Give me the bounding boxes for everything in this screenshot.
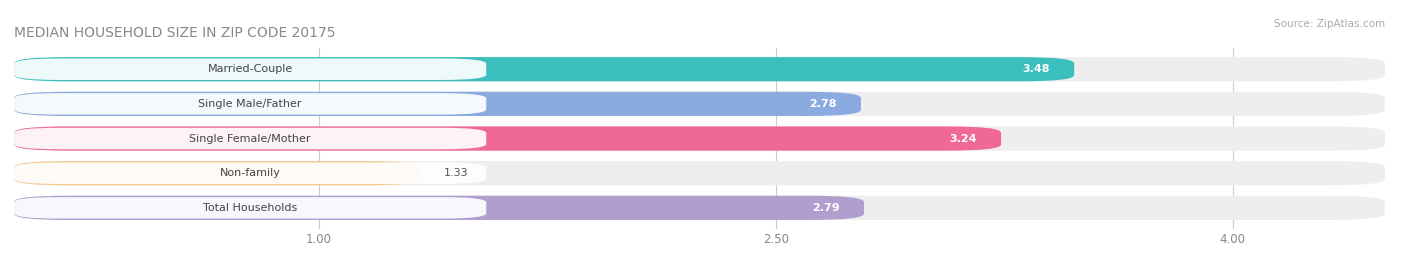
Text: Single Female/Mother: Single Female/Mother bbox=[190, 133, 311, 144]
FancyBboxPatch shape bbox=[14, 128, 486, 149]
Text: 1.33: 1.33 bbox=[444, 168, 468, 178]
Text: 3.24: 3.24 bbox=[949, 133, 977, 144]
FancyBboxPatch shape bbox=[14, 196, 1385, 220]
Text: Source: ZipAtlas.com: Source: ZipAtlas.com bbox=[1274, 19, 1385, 29]
FancyBboxPatch shape bbox=[14, 92, 860, 116]
FancyBboxPatch shape bbox=[14, 196, 863, 220]
FancyBboxPatch shape bbox=[14, 57, 1385, 81]
Text: Total Households: Total Households bbox=[202, 203, 297, 213]
FancyBboxPatch shape bbox=[14, 162, 486, 184]
FancyBboxPatch shape bbox=[14, 197, 486, 219]
Text: Non-family: Non-family bbox=[219, 168, 281, 178]
FancyBboxPatch shape bbox=[14, 58, 486, 80]
Text: MEDIAN HOUSEHOLD SIZE IN ZIP CODE 20175: MEDIAN HOUSEHOLD SIZE IN ZIP CODE 20175 bbox=[14, 26, 336, 40]
Text: 2.78: 2.78 bbox=[808, 99, 837, 109]
FancyBboxPatch shape bbox=[14, 161, 419, 185]
FancyBboxPatch shape bbox=[14, 92, 1385, 116]
Text: 2.79: 2.79 bbox=[813, 203, 839, 213]
FancyBboxPatch shape bbox=[14, 161, 1385, 185]
Text: Single Male/Father: Single Male/Father bbox=[198, 99, 302, 109]
Text: Married-Couple: Married-Couple bbox=[208, 64, 292, 74]
FancyBboxPatch shape bbox=[14, 57, 1074, 81]
Text: 3.48: 3.48 bbox=[1022, 64, 1050, 74]
FancyBboxPatch shape bbox=[14, 93, 486, 115]
FancyBboxPatch shape bbox=[14, 126, 1385, 151]
FancyBboxPatch shape bbox=[14, 126, 1001, 151]
